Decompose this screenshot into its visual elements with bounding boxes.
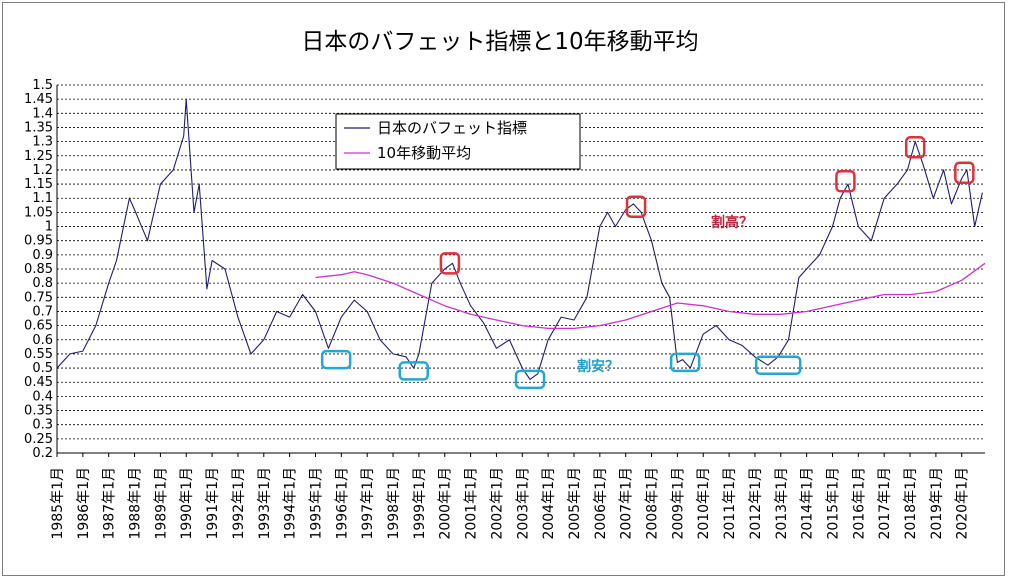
legend-box: [335, 113, 581, 170]
x-tick-label: 1986年1月: [76, 467, 92, 540]
x-tick-label: 1997年1月: [360, 467, 376, 540]
y-axis-ticks: 1.51.451.41.351.31.251.21.151.11.0510.95…: [24, 78, 53, 461]
x-tick-label: 2009年1月: [670, 467, 686, 540]
y-tick-label: 1.45: [24, 92, 53, 107]
x-tick-label: 2006年1月: [593, 467, 609, 540]
chart-title: 日本のバフェット指標と10年移動平均: [301, 29, 698, 55]
x-tick-label: 1992年1月: [231, 467, 247, 540]
y-tick-label: 0.9: [32, 248, 53, 263]
legend: 日本のバフェット指標 10年移動平均: [335, 113, 581, 170]
highlight-boxes: [320, 136, 975, 390]
x-tick-label: 2005年1月: [567, 467, 583, 540]
x-tick-label: 2015年1月: [825, 467, 841, 540]
y-tick-label: 1.15: [24, 177, 53, 192]
x-tick-label: 2008年1月: [645, 467, 661, 540]
y-tick-label: 0.25: [24, 432, 53, 447]
x-axis-ticks: 1985年1月 1986年1月 1987年1月 1988年1月 1989年1月 1990年…: [50, 467, 971, 540]
y-tick-label: 0.4: [32, 389, 53, 404]
y-tick-label: 0.2: [32, 446, 53, 461]
x-tick-label: 1994年1月: [283, 467, 299, 540]
y-tick-label: 0.95: [24, 234, 53, 249]
x-tick-label: 2003年1月: [515, 467, 531, 540]
y-tick-label: 0.45: [24, 375, 53, 390]
y-tick-label: 1.4: [32, 106, 53, 121]
x-tick-label: 2019年1月: [929, 467, 945, 540]
x-tick-label: 1989年1月: [153, 467, 169, 540]
x-tick-label: 1985年1月: [50, 467, 66, 540]
x-tick-label: 1990年1月: [179, 467, 195, 540]
y-tick-label: 0.6: [32, 333, 53, 348]
x-tick-label: 2001年1月: [464, 467, 480, 540]
y-tick-label: 1.3: [32, 135, 53, 150]
x-tick-label: 1999年1月: [412, 467, 428, 540]
annotation-undervalued: 割安？: [577, 358, 619, 375]
y-tick-label: 0.75: [24, 290, 53, 305]
x-tick-label: 1995年1月: [308, 467, 324, 540]
x-tick-label: 2011年1月: [722, 467, 738, 540]
x-tick-label: 1996年1月: [334, 467, 350, 540]
highlight-box-low: [514, 369, 546, 390]
y-tick-label: 1: [45, 220, 53, 235]
grid-lines: [56, 84, 985, 457]
x-tick-label: 2017年1月: [877, 467, 893, 540]
x-tick-label: 2012年1月: [748, 467, 764, 540]
chart-svg: 日本のバフェット指標と10年移動平均 1.51.451.41.351.31.25…: [24, 29, 986, 540]
x-tick-label: 1998年1月: [386, 467, 402, 540]
x-tick-label: 1987年1月: [102, 467, 118, 540]
y-tick-label: 0.7: [32, 304, 53, 319]
y-tick-label: 0.8: [32, 276, 53, 291]
highlight-box-high: [954, 161, 975, 185]
x-tick-label: 2000年1月: [438, 467, 454, 540]
x-tick-label: 2014年1月: [800, 467, 816, 540]
annotation-overvalued: 割高？: [711, 214, 753, 231]
series-line-buffett: [56, 98, 983, 380]
highlight-box-high: [625, 195, 647, 218]
x-tick-label: 1993年1月: [257, 467, 273, 540]
y-tick-label: 1.35: [24, 120, 53, 135]
highlight-box-high: [439, 252, 461, 275]
x-tick-label: 2013年1月: [774, 467, 790, 540]
x-tick-label: 1988年1月: [128, 467, 144, 540]
y-tick-label: 0.55: [24, 347, 53, 362]
highlight-box-low: [669, 352, 701, 373]
legend-label-moving-average: 10年移動平均: [377, 144, 471, 162]
x-tick-label: 2007年1月: [619, 467, 635, 540]
y-tick-label: 0.35: [24, 404, 53, 419]
y-tick-label: 1.25: [24, 149, 53, 164]
y-tick-label: 1.05: [24, 205, 53, 220]
highlight-box-low: [754, 355, 802, 375]
y-tick-label: 1.5: [32, 78, 53, 93]
legend-label-buffett: 日本のバフェット指標: [377, 119, 527, 137]
highlight-box-low: [320, 349, 352, 370]
highlight-box-high: [835, 169, 856, 193]
x-tick-label: 2010年1月: [696, 467, 712, 540]
x-tick-label: 2016年1月: [851, 467, 867, 540]
x-tick-label: 2002年1月: [489, 467, 505, 540]
y-tick-label: 1.1: [32, 191, 53, 206]
highlight-box-high: [904, 136, 926, 159]
series-line-moving-average: [315, 262, 986, 330]
y-tick-label: 0.3: [32, 418, 53, 433]
x-tick-label: 2004年1月: [541, 467, 557, 540]
series-layer: [56, 98, 986, 380]
highlight-box-low: [398, 361, 429, 381]
y-tick-label: 0.85: [24, 262, 53, 277]
y-tick-label: 1.2: [32, 163, 53, 178]
y-tick-label: 0.65: [24, 319, 53, 334]
x-tick-label: 2020年1月: [955, 467, 971, 540]
x-tick-label: 1991年1月: [205, 467, 221, 540]
y-tick-label: 0.5: [32, 361, 53, 376]
x-tick-label: 2018年1月: [903, 467, 919, 540]
